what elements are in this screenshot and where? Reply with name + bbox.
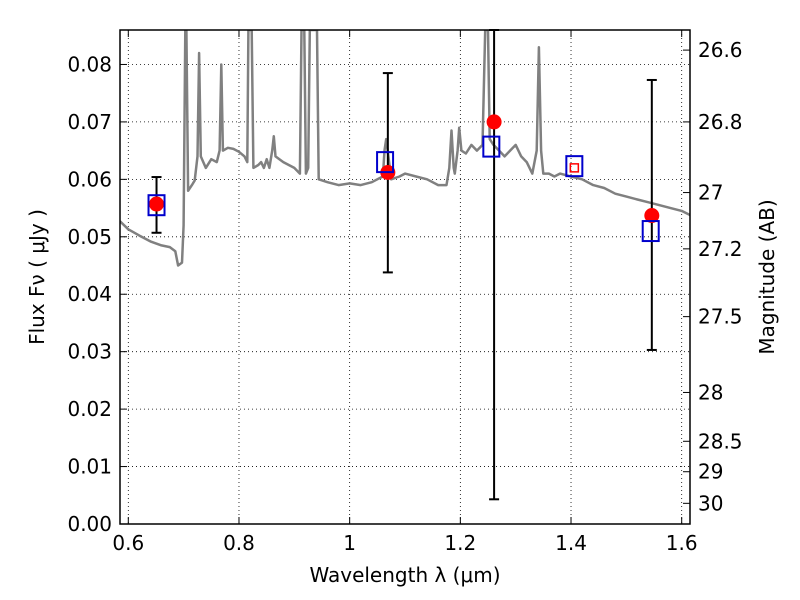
grid-lines — [120, 30, 690, 524]
y-tick-label: 0.00 — [67, 512, 112, 536]
mag-tick-label: 27.5 — [698, 305, 743, 329]
observed-point — [569, 163, 580, 173]
mag-tick-label: 28 — [698, 380, 723, 404]
observed-point — [149, 196, 165, 212]
observed-point — [486, 114, 502, 130]
x-tick-label: 1.6 — [666, 531, 698, 555]
mag-tick-label: 27 — [698, 181, 723, 205]
mag-tick-label: 28.5 — [698, 429, 743, 453]
model-point — [641, 220, 660, 243]
model-point — [147, 194, 166, 217]
y-tick-label: 0.07 — [67, 110, 112, 134]
y-tick-label: 0.08 — [67, 52, 112, 76]
model-spectrum-line — [120, 30, 690, 267]
y-axis-label: Flux Fν ( μJy ) — [25, 209, 49, 345]
x-axis-label: Wavelength λ (μm) — [309, 563, 500, 587]
series-layer — [120, 30, 690, 267]
mag-tick-label: 27.2 — [698, 237, 743, 261]
y-tick-label: 0.01 — [67, 455, 112, 479]
x-tick-label: 1 — [343, 531, 356, 555]
y-tick-label: 0.02 — [67, 397, 112, 421]
y-axis-right-label: Magnitude (AB) — [755, 199, 779, 354]
marker-layer — [147, 114, 660, 243]
model-point — [565, 155, 584, 178]
observed-point — [644, 208, 660, 224]
model-point — [376, 151, 395, 174]
mag-tick-label: 26.8 — [698, 110, 743, 134]
y-tick-label: 0.03 — [67, 340, 112, 364]
mag-tick-label: 30 — [698, 491, 723, 515]
y-tick-label: 0.04 — [67, 282, 112, 306]
x-tick-label: 1.4 — [555, 531, 587, 555]
mag-tick-label: 26.6 — [698, 38, 743, 62]
y-tick-label: 0.05 — [67, 225, 112, 249]
mag-tick-label: 29 — [698, 460, 723, 484]
x-tick-label: 0.6 — [112, 531, 144, 555]
plot-frame — [119, 29, 691, 525]
x-tick-label: 1.2 — [444, 531, 476, 555]
model-point — [482, 135, 501, 158]
x-tick-label: 0.8 — [223, 531, 255, 555]
y-tick-label: 0.06 — [67, 167, 112, 191]
axes: 0.6 0.8 1 1.2 1.4 1.6 0.00 0.01 0.02 0.03 0.04 0.05… — [67, 30, 743, 555]
errorbar-layer — [151, 29, 657, 501]
